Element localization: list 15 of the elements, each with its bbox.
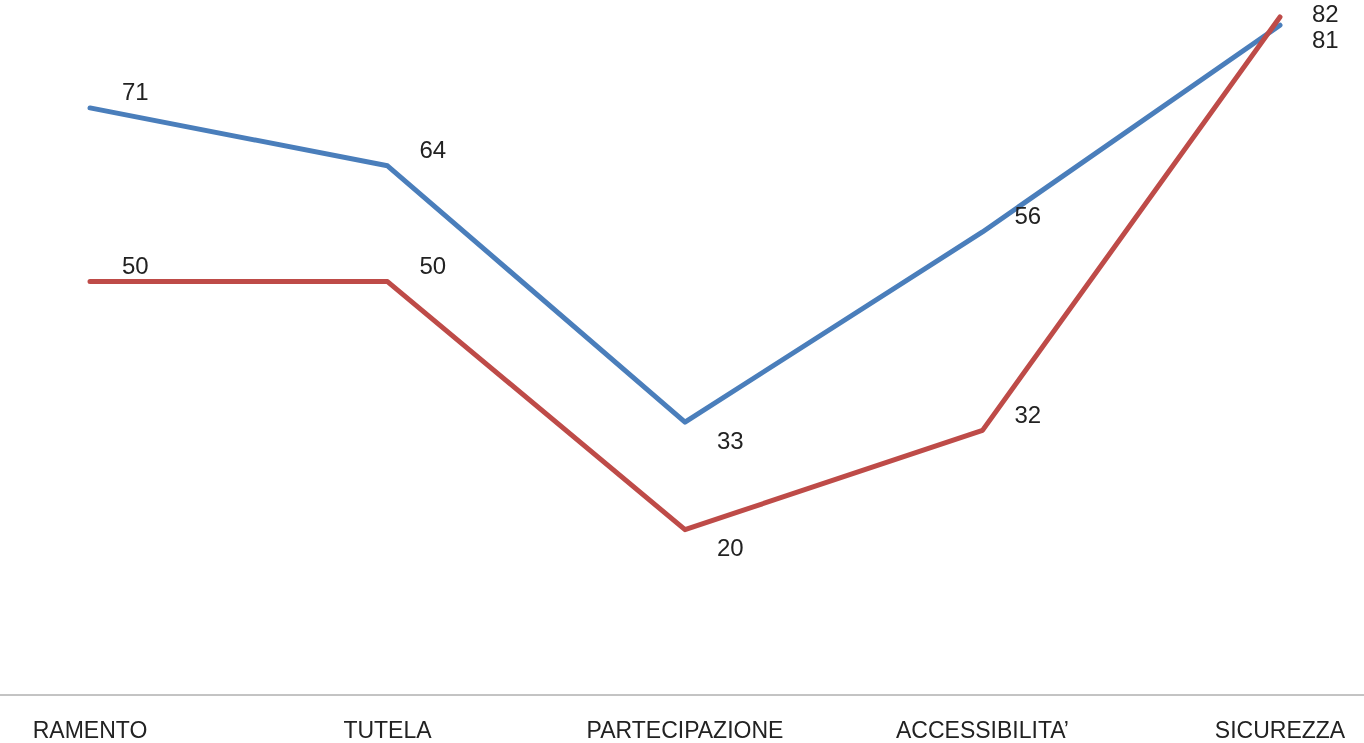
data-label: 71: [122, 78, 149, 106]
data-label: 64: [419, 136, 447, 164]
data-label: 20: [717, 534, 744, 562]
x-tick-label: TUTELA: [343, 717, 433, 743]
data-label: 50: [122, 251, 149, 279]
x-tick-label: RAMENTO: [32, 717, 148, 743]
x-tick-label: SICUREZZA: [1214, 717, 1346, 743]
data-label: 50: [419, 251, 447, 279]
data-label: 81: [1312, 26, 1339, 54]
x-tick-label: ACCESSIBILITA’: [896, 717, 1069, 743]
x-tick-label: PARTECIPAZIONE: [586, 717, 784, 743]
data-label: 33: [717, 426, 744, 454]
data-label: 32: [1014, 400, 1042, 428]
data-label: 82: [1312, 0, 1339, 28]
data-label: 56: [1014, 202, 1042, 230]
